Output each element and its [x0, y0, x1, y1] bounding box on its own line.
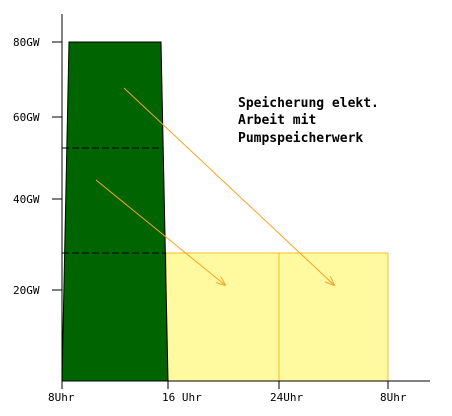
title-line-2: Arbeit mit — [238, 113, 316, 128]
x-tick-label-16uhr: 16 Uhr — [162, 391, 202, 404]
title-line-1: Speicherung elekt. — [238, 96, 379, 111]
title-line-3: Pumpspeicherwerk — [238, 131, 363, 146]
x-tick-label-8uhr: 8Uhr — [48, 391, 75, 404]
transfer-arrow-lower — [95, 179, 225, 285]
x-tick-label-8uhr-next: 8Uhr — [380, 391, 407, 404]
generation-area — [61, 41, 169, 382]
x-tick-label-24uhr: 24Uhr — [270, 391, 303, 404]
y-tick-label-20: 20GW — [13, 284, 40, 297]
y-tick-label-60: 60GW — [13, 111, 40, 124]
y-tick-label-40: 40GW — [13, 193, 40, 206]
storage-area — [165, 252, 389, 382]
transfer-arrow-upper — [123, 87, 334, 285]
y-tick-label-80: 80GW — [13, 36, 40, 49]
